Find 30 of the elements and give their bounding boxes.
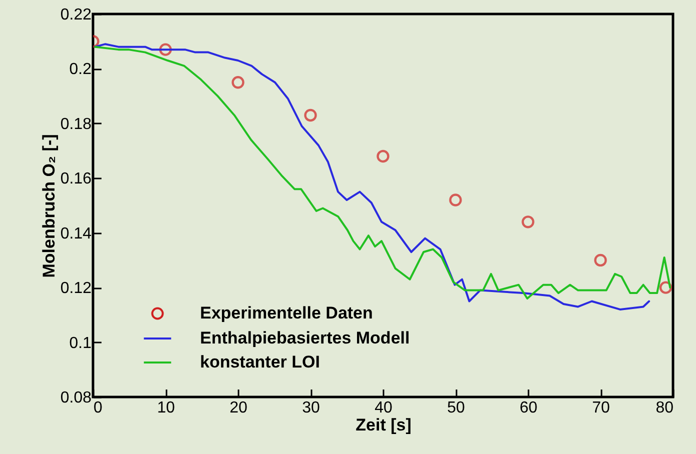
y-tick-label: 0.14: [60, 225, 92, 242]
y-tick-label: 0.22: [60, 6, 92, 24]
x-tick-label: 50: [447, 400, 465, 416]
y-axis-title: Molenbruch O₂ [-]: [39, 134, 58, 278]
y-tick-label: 0.12: [60, 280, 92, 298]
point: [159, 43, 172, 56]
point: [522, 216, 534, 228]
point: [449, 194, 462, 206]
point: [232, 76, 244, 89]
legend-label: Experimentelle Daten: [200, 304, 373, 322]
legend-label: Enthalpiebasiertes Modell: [200, 328, 410, 348]
x-tick-label: 20: [230, 400, 248, 416]
x-tick-label: 10: [157, 400, 175, 416]
x-tick-label: 30: [302, 400, 320, 416]
y-tick-label: 0.2: [69, 61, 92, 78]
x-tick-label: 40: [374, 400, 392, 416]
x-tick-label: 70: [592, 400, 610, 416]
x-tick-label: 0: [94, 400, 102, 416]
legend-label: konstanter LOI: [200, 352, 320, 372]
y-tick-label: 0.18: [60, 116, 92, 133]
y-tick-label: 0.16: [60, 170, 92, 188]
point: [376, 150, 390, 163]
x-axis-title: Zeit [s]: [356, 416, 412, 434]
y-tick-label: 0.08: [60, 390, 92, 406]
point: [594, 254, 607, 267]
point: [304, 108, 317, 122]
x-tick-label: 80: [656, 400, 674, 416]
point: [659, 281, 672, 294]
x-tick-label: 60: [520, 400, 538, 416]
y-tick-label: 0.1: [69, 334, 92, 352]
